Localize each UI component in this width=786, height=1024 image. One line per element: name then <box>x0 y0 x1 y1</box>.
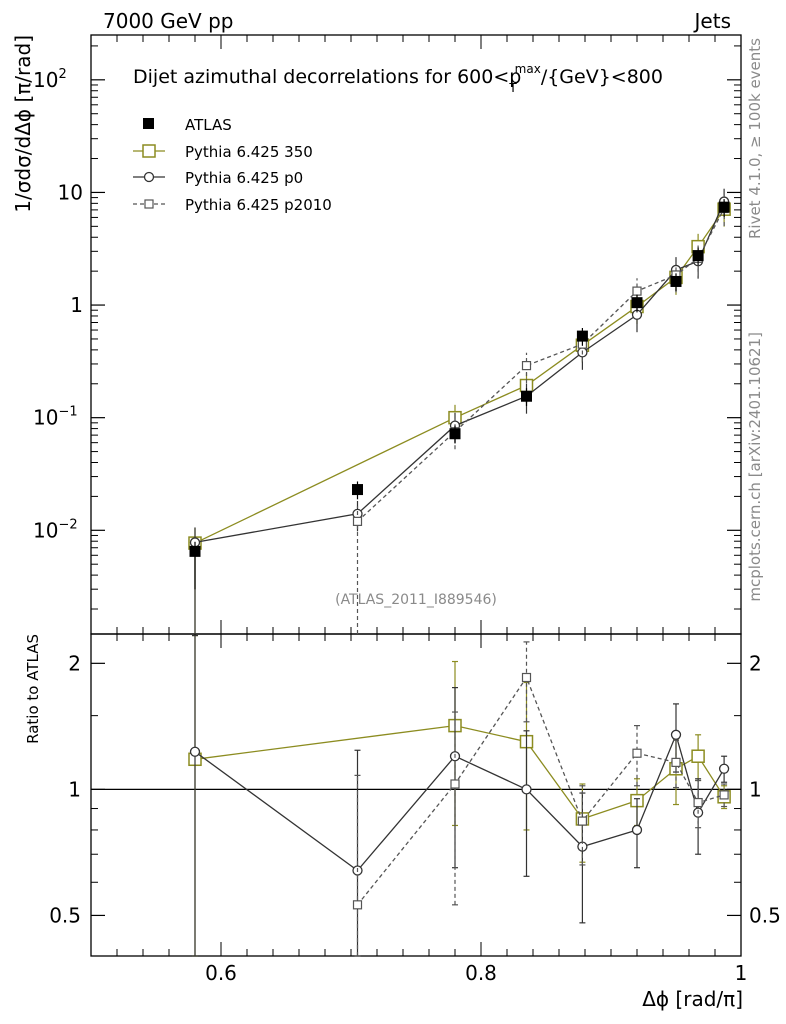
ratio-point-pythia-6-425-p0 <box>670 729 682 740</box>
ratio-line-pythia-6-425-350 <box>194 724 725 820</box>
main-y-tick-label: 102 <box>33 67 67 92</box>
main-line-pythia-6-425-p2010 <box>357 208 725 522</box>
legend-label-atlas: ATLAS <box>185 116 232 134</box>
main-y-tick-label: 10−1 <box>33 405 78 430</box>
rivet-label: Rivet 4.1.0, ≥ 100k events <box>746 38 764 239</box>
ratio-point-pythia-6-425-p0 <box>189 746 201 757</box>
ratio-y-tick-label-right: 0.5 <box>749 903 781 927</box>
main-point-atlas <box>352 484 363 496</box>
ratio-point-pythia-6-425-p2010 <box>521 672 532 683</box>
ratio-point-pythia-6-425-p2010 <box>577 816 588 826</box>
legend-marker-atlas <box>143 118 154 129</box>
x-tick-label: 0.6 <box>205 961 237 985</box>
main-y-tick-label: 1 <box>70 293 83 317</box>
main-point-atlas <box>718 201 730 213</box>
x-tick-label: 1 <box>735 961 748 985</box>
main-point-atlas <box>692 250 704 262</box>
legend: ATLAS Pythia 6.425 350 Pythia 6.425 p0 P… <box>133 116 332 214</box>
main-point-atlas <box>631 297 643 309</box>
legend-marker-350 <box>142 144 156 158</box>
ratio-y-tick-label-left: 1 <box>68 777 81 801</box>
ratio-y-tick-label-left: 2 <box>68 651 81 675</box>
main-y-axis-label: 1/σdσ/dΔϕ [π/rad] <box>11 35 35 213</box>
axes-layer: 10−2 10−1 1 10 102 0.5 0.5 1 1 2 2 0.6 0.8 1 <box>33 35 781 985</box>
ratio-y-tick-label-left: 0.5 <box>49 903 81 927</box>
marks-layer <box>188 188 731 957</box>
ratio-y-axis-label: Ratio to ATLAS <box>24 634 42 744</box>
ratio-plot-frame <box>90 633 742 957</box>
main-title: Dijet azimuthal decorrelations for 600<p… <box>133 62 663 95</box>
main-point-pythia-6-425-p2010 <box>521 361 532 371</box>
x-axis-label: Δϕ [rad/π] <box>642 987 743 1011</box>
ratio-point-pythia-6-425-p2010 <box>671 757 681 767</box>
main-point-pythia-6-425-p2010 <box>352 516 363 526</box>
main-line-pythia-6-425-350 <box>194 208 725 544</box>
legend-marker-p0 <box>143 171 155 183</box>
legend-label-p2010: Pythia 6.425 p2010 <box>185 196 332 214</box>
main-y-tick-label: 10−2 <box>33 517 78 542</box>
header-energy: 7000 GeV pp <box>103 9 234 33</box>
legend-label-p0: Pythia 6.425 p0 <box>185 169 303 187</box>
mcplots-label: mcplots.cern.ch [arXiv:2401.10621] <box>746 332 764 602</box>
main-line-pythia-6-425-p0 <box>194 201 725 544</box>
header-category: Jets <box>693 9 731 33</box>
main-point-atlas <box>189 545 201 557</box>
main-point-atlas <box>576 330 588 342</box>
legend-label-350: Pythia 6.425 350 <box>185 143 313 161</box>
ratio-point-pythia-6-425-350 <box>691 749 705 763</box>
ratio-point-pythia-6-425-p0 <box>718 763 730 774</box>
ratio-point-pythia-6-425-p0 <box>631 824 643 836</box>
analysis-watermark: (ATLAS_2011_I889546) <box>335 592 497 608</box>
main-y-tick-label: 10 <box>58 180 83 204</box>
ratio-point-pythia-6-425-p2010 <box>632 748 642 758</box>
ratio-y-tick-label-right: 1 <box>749 777 762 801</box>
main-point-atlas <box>521 390 532 402</box>
ratio-line-pythia-6-425-p2010 <box>356 676 725 906</box>
ratio-point-pythia-6-425-p2010 <box>352 900 363 910</box>
main-point-atlas <box>670 275 682 287</box>
main-point-pythia-6-425-p2010 <box>632 286 642 296</box>
ratio-point-pythia-6-425-p2010 <box>450 779 460 789</box>
ratio-point-pythia-6-425-p0 <box>521 784 532 795</box>
legend-marker-p2010 <box>144 199 154 209</box>
ratio-point-pythia-6-425-p2010 <box>719 790 729 800</box>
x-tick-label: 0.8 <box>465 961 497 985</box>
ratio-point-pythia-6-425-p2010 <box>693 797 703 808</box>
main-point-atlas <box>449 428 461 440</box>
ratio-y-tick-label-right: 2 <box>749 651 762 675</box>
